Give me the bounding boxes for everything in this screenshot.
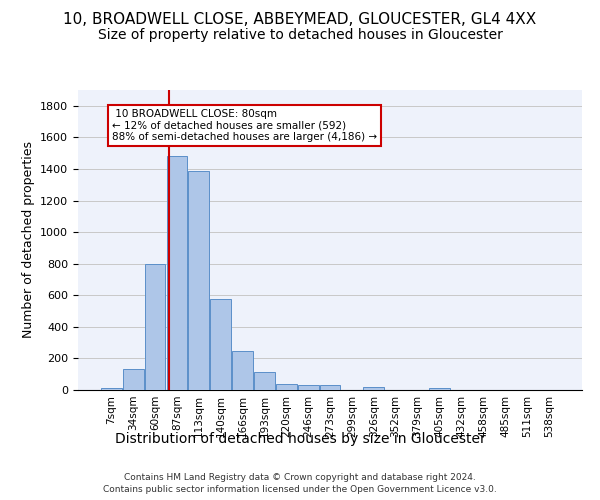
Bar — [101, 388, 122, 390]
Bar — [188, 170, 209, 390]
Bar — [429, 388, 450, 390]
Y-axis label: Number of detached properties: Number of detached properties — [22, 142, 35, 338]
Text: Contains public sector information licensed under the Open Government Licence v3: Contains public sector information licen… — [103, 485, 497, 494]
Text: 10 BROADWELL CLOSE: 80sqm
← 12% of detached houses are smaller (592)
88% of semi: 10 BROADWELL CLOSE: 80sqm ← 12% of detac… — [112, 109, 377, 142]
Text: Contains HM Land Registry data © Crown copyright and database right 2024.: Contains HM Land Registry data © Crown c… — [124, 472, 476, 482]
Text: Size of property relative to detached houses in Gloucester: Size of property relative to detached ho… — [98, 28, 502, 42]
Text: Distribution of detached houses by size in Gloucester: Distribution of detached houses by size … — [115, 432, 485, 446]
Bar — [298, 386, 319, 390]
Bar — [167, 156, 187, 390]
Bar — [364, 387, 384, 390]
Bar — [276, 384, 296, 390]
Text: 10, BROADWELL CLOSE, ABBEYMEAD, GLOUCESTER, GL4 4XX: 10, BROADWELL CLOSE, ABBEYMEAD, GLOUCEST… — [64, 12, 536, 28]
Bar — [123, 370, 143, 390]
Bar — [232, 350, 253, 390]
Bar — [254, 372, 275, 390]
Bar — [320, 386, 340, 390]
Bar — [210, 299, 231, 390]
Bar — [145, 264, 166, 390]
